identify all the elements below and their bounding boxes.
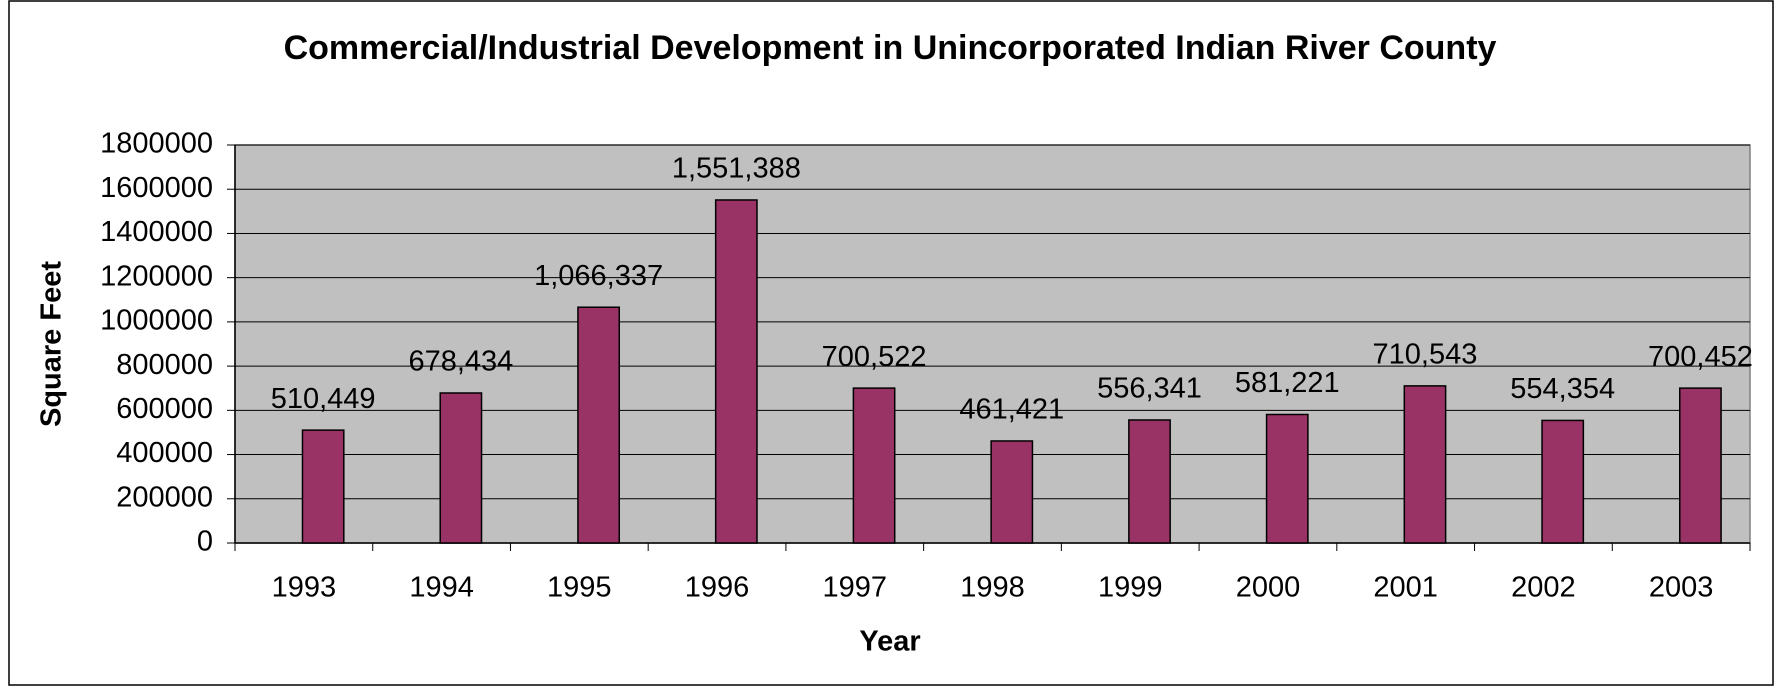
bar [301,429,345,544]
bar [439,392,483,544]
x-tick-label: 1997 [823,572,888,604]
bar [714,199,758,544]
y-tick-label: 200000 [116,481,213,513]
x-tick-label: 1996 [685,572,750,604]
x-tick-label: 1998 [960,572,1025,604]
bar [990,440,1034,544]
data-label: 554,354 [1510,373,1615,405]
data-label: 581,221 [1235,367,1340,399]
data-label: 710,543 [1373,339,1478,371]
x-axis-title: Year [859,626,920,658]
bar [1679,387,1722,544]
x-tick-label: 2003 [1649,572,1714,604]
x-tick-label: 2001 [1373,572,1438,604]
bar [1541,419,1585,544]
y-axis-title: Square Feet [36,261,68,427]
data-label: 510,449 [271,383,376,415]
data-label: 556,341 [1097,373,1202,405]
y-tick-label: 1200000 [100,260,213,292]
y-tick-label: 800000 [116,349,213,381]
y-tick-label: 1600000 [100,172,213,204]
bar [1403,385,1447,544]
y-tick-label: 1800000 [100,128,213,160]
x-tick-label: 1994 [409,572,474,604]
data-label: 461,421 [959,394,1064,426]
data-label: 700,522 [822,341,927,373]
x-tick-label: 1999 [1098,572,1163,604]
y-tick-label: 600000 [116,393,213,425]
y-tick-label: 1400000 [100,216,213,248]
data-label: 1,551,388 [672,153,801,185]
bar [1128,419,1171,544]
bar [1265,413,1309,544]
y-tick-label: 0 [197,526,213,558]
x-tick-label: 1993 [272,572,337,604]
x-tick-label: 2002 [1511,572,1576,604]
bar [852,387,896,544]
bar [577,306,621,544]
x-tick-label: 1995 [547,572,612,604]
y-tick-label: 400000 [116,437,213,469]
data-label: 678,434 [408,346,513,378]
chart-title: Commercial/Industrial Development in Uni… [284,29,1497,67]
data-label: 1,066,337 [534,260,663,292]
data-label: 700,452 [1648,341,1753,373]
x-tick-label: 2000 [1236,572,1301,604]
y-tick-label: 1000000 [100,305,213,337]
